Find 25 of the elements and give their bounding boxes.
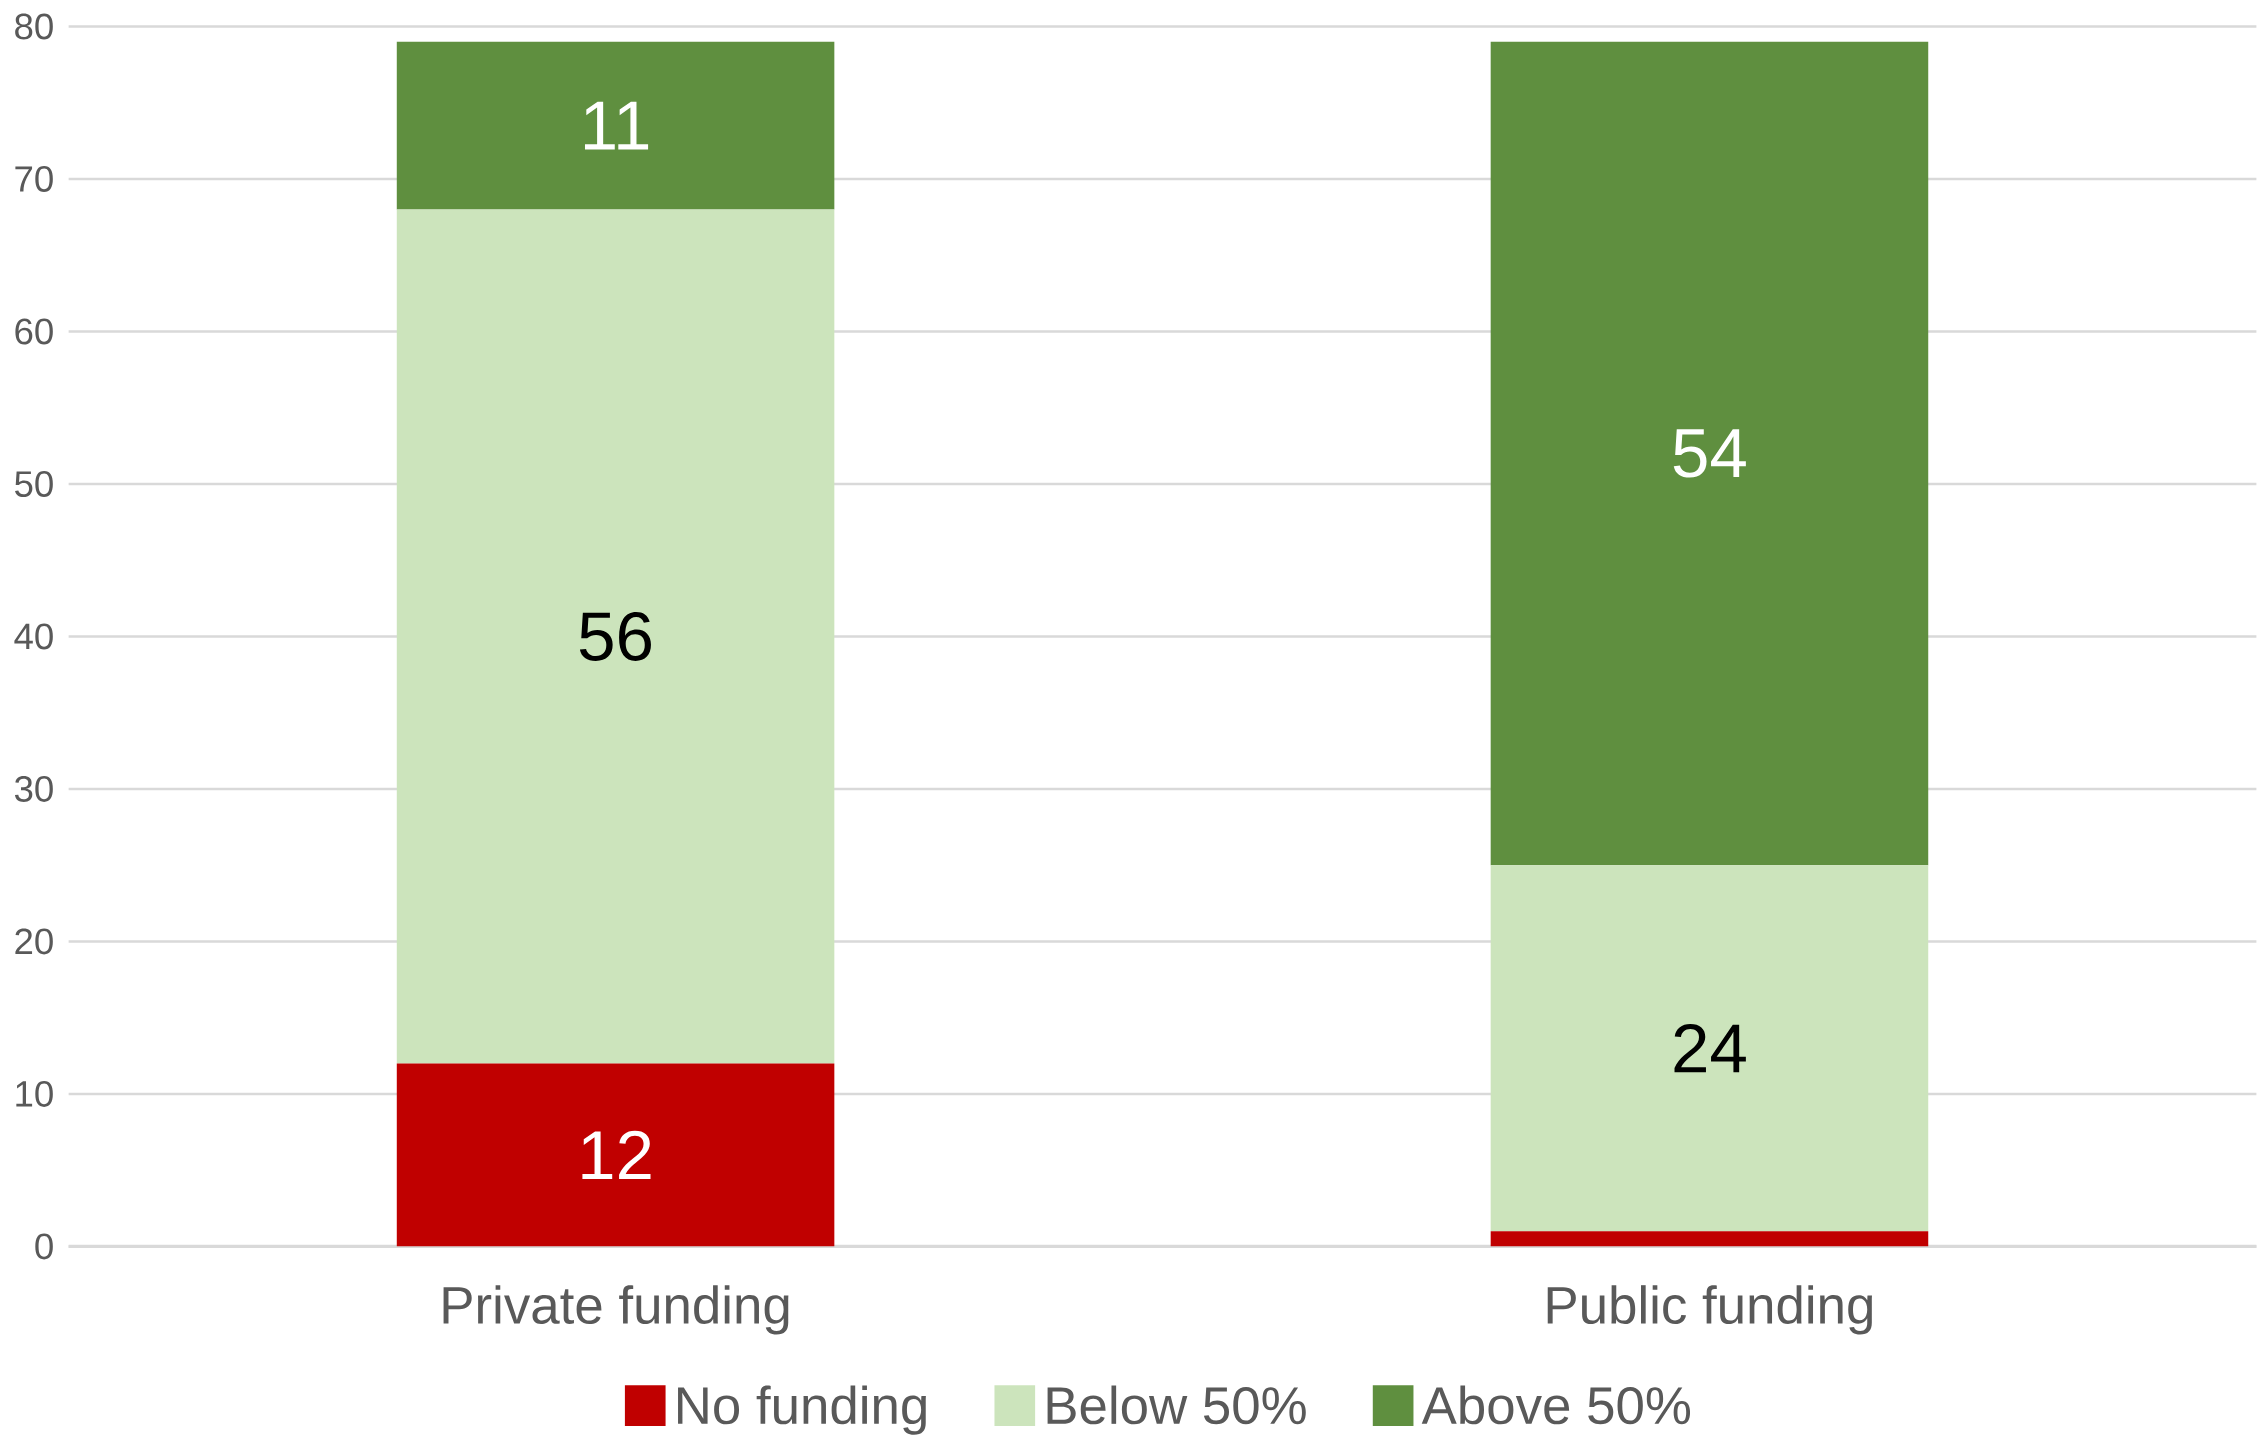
y-tick-label: 70 bbox=[15, 165, 53, 192]
y-tick-label: 20 bbox=[15, 928, 53, 955]
data-label: 11 bbox=[584, 101, 649, 150]
bar bbox=[396, 41, 835, 210]
bar bbox=[1490, 41, 1929, 866]
legend-label: Below 50% bbox=[1047, 1385, 1306, 1425]
legend-label: Above 50% bbox=[1421, 1385, 1691, 1425]
y-tick-label: 0 bbox=[35, 1233, 53, 1260]
legend-label: No funding bbox=[678, 1385, 926, 1435]
x-tick-label: Public funding bbox=[1547, 1285, 1873, 1335]
y-tick-label: 60 bbox=[15, 318, 53, 345]
x-tick-label: Private funding bbox=[443, 1285, 789, 1335]
data-label: 24 bbox=[1674, 1023, 1746, 1073]
y-tick-label: 40 bbox=[14, 623, 53, 650]
data-label: 12 bbox=[582, 1130, 651, 1179]
y-tick-label: 10 bbox=[16, 1080, 53, 1107]
data-label: 54 bbox=[1673, 429, 1746, 478]
y-tick-label: 80 bbox=[15, 13, 53, 40]
y-tick-label: 50 bbox=[15, 470, 53, 497]
bar bbox=[396, 209, 835, 1064]
bar bbox=[396, 1063, 835, 1247]
data-label: 56 bbox=[579, 611, 651, 661]
bar bbox=[1490, 865, 1929, 1232]
y-tick-label: 30 bbox=[14, 775, 53, 802]
bar bbox=[1490, 1231, 1929, 1247]
